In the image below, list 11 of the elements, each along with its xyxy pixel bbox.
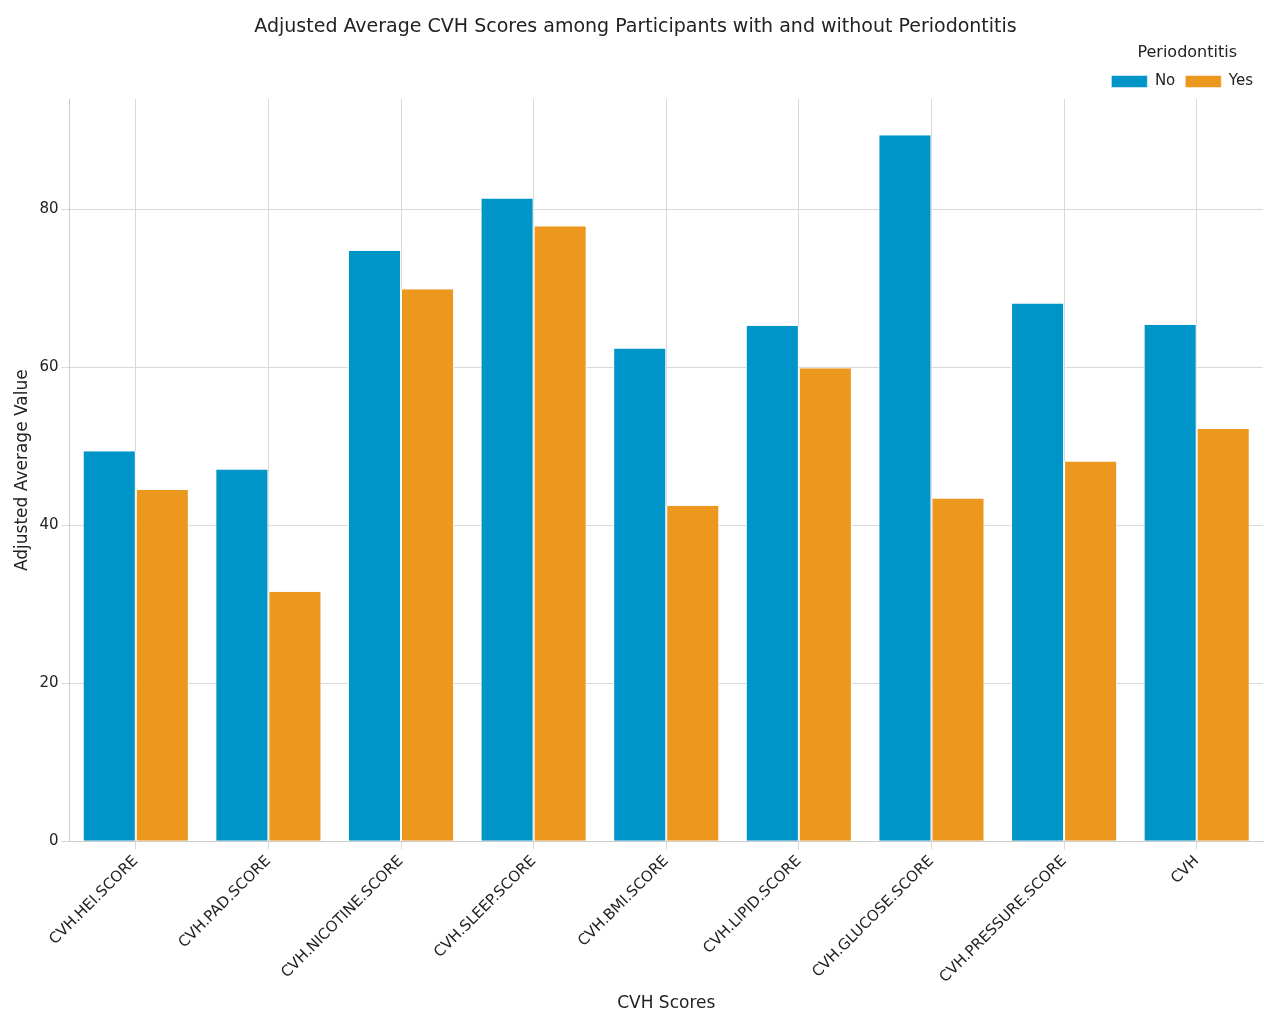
- x-axis-title: CVH Scores: [617, 992, 716, 1013]
- y-tick-label: 80: [39, 199, 59, 218]
- chart-title: Adjusted Average CVH Scores among Participants with and without Periodontitis: [254, 14, 1017, 37]
- legend-title: Periodontitis: [1137, 41, 1237, 61]
- legend-label: Yes: [1227, 71, 1254, 90]
- y-tick-label: 40: [39, 515, 59, 534]
- y-tick-label: 60: [39, 357, 59, 376]
- y-tick-label: 20: [39, 673, 59, 692]
- y-axis-title: Adjusted Average Value: [10, 369, 31, 572]
- y-tick-label: 0: [48, 831, 59, 850]
- legend-label: No: [1154, 71, 1176, 90]
